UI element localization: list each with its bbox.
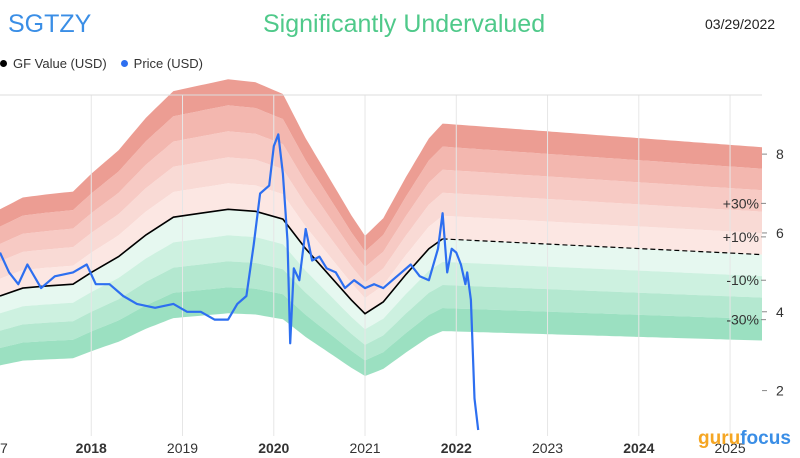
valuation-band <box>0 209 762 330</box>
x-tick-label: 2025 <box>714 440 745 456</box>
y-axis: 2 4 6 8 <box>762 146 784 399</box>
x-tick-label: 2019 <box>167 440 198 456</box>
gridlines <box>0 94 762 436</box>
band-label: -30% <box>726 312 759 328</box>
legend-item-price[interactable]: Price (USD) <box>120 56 204 71</box>
x-tick-label: 2022 <box>441 440 472 456</box>
band-label: -10% <box>726 272 759 288</box>
ticker-symbol: SGTZY <box>8 10 92 38</box>
x-tick-label: 2024 <box>623 440 654 456</box>
gurufocus-logo: gurufocus <box>698 428 791 449</box>
legend-dot-icon <box>120 60 128 67</box>
x-tick-label: 17 <box>0 440 8 456</box>
y-tick-label: 4 <box>776 304 784 320</box>
valuation-band <box>0 287 762 376</box>
x-tick-label: 2021 <box>349 440 380 456</box>
gf-value-line <box>0 208 444 315</box>
gf-value-forecast-line <box>442 238 763 256</box>
series-lines <box>0 133 763 431</box>
x-axis: 17 2018 2019 2020 2021 2022 2023 2024 2025 <box>0 440 746 456</box>
price-line <box>0 133 480 431</box>
valuation-bands <box>0 79 762 376</box>
legend-label-gf-value: GF Value (USD) <box>13 56 107 71</box>
valuation-band <box>0 261 762 361</box>
chart-date: 03/29/2022 <box>705 16 776 32</box>
y-tick-label: 8 <box>776 146 784 162</box>
valuation-status: Significantly Undervalued <box>263 10 546 38</box>
band-labels: +30% +10% -10% -30% <box>723 195 766 328</box>
x-tick-label: 2018 <box>76 440 107 456</box>
band-label: +10% <box>723 229 759 245</box>
x-tick-label: 2020 <box>258 440 289 456</box>
x-tick-label: 2023 <box>532 440 563 456</box>
legend-label-price: Price (USD) <box>133 56 204 71</box>
valuation-band <box>0 235 762 345</box>
y-tick-label: 2 <box>776 383 784 399</box>
legend-dot-icon <box>0 60 7 67</box>
legend-item-gf-value[interactable]: GF Value (USD) <box>0 56 107 71</box>
band-label: +30% <box>723 195 759 211</box>
legend: GF Value (USD) Price (USD) <box>0 56 203 71</box>
y-tick-label: 6 <box>776 225 784 241</box>
